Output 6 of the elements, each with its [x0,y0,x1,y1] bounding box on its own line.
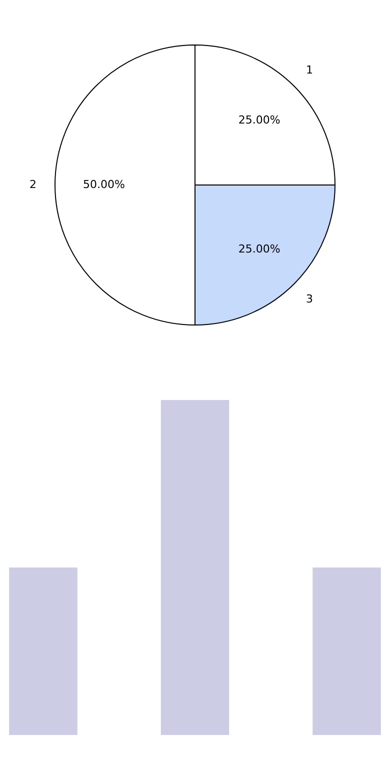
data-label: 25.00% [238,242,280,256]
slice-label: 2 [30,178,36,191]
slice-label: 1 [306,63,314,76]
data-label: 50.00% [83,178,125,191]
slice-label: 3 [306,292,314,306]
data-label: 25.00% [238,114,280,127]
